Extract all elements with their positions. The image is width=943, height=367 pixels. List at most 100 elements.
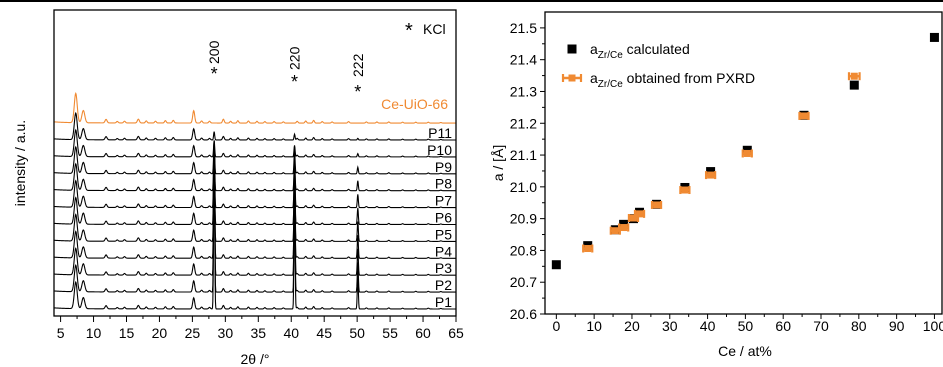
pxrd-point-marker: [636, 210, 644, 218]
lattice-x-tick-label: 40: [700, 318, 716, 334]
lattice-x-axis-title: Ce / at%: [718, 343, 772, 359]
kcl-star-200: *: [211, 64, 218, 84]
lattice-x-tick-label: 70: [813, 318, 829, 334]
calculated-point: [929, 32, 939, 42]
top-rule: [0, 0, 943, 2]
pxrd-point-marker: [629, 214, 637, 222]
pxrd-curve-p4: [53, 142, 456, 259]
pattern-label-p2: P2: [435, 277, 452, 293]
lattice-y-tick-label: 21.5: [510, 20, 537, 36]
legend-entry-calculated: aZr/Ce calculated: [567, 41, 690, 61]
pxrd-x-tick-label: 15: [119, 325, 135, 341]
legend-label-rest: calculated: [623, 41, 690, 57]
pxrd-point-marker: [681, 186, 689, 194]
pxrd-x-tick-label: 10: [86, 325, 102, 341]
pxrd-x-axis: 5 10 15 20 25 30 35 40 45 50 55 60 65: [57, 316, 464, 341]
pxrd-x-tick-label: 60: [415, 325, 431, 341]
pxrd-point-marker: [653, 201, 661, 209]
legend-entry-pxrd: aZr/Ce obtained from PXRD: [561, 70, 755, 90]
pxrd-point: [798, 111, 810, 120]
pxrd-point: [633, 209, 646, 218]
lattice-x-tick-label: 10: [586, 318, 602, 334]
lattice-x-tick-label: 50: [738, 318, 754, 334]
pxrd-panel: *200*220*222 P1P2P3P4P5P6P7P8P9P10P11Ce-…: [12, 9, 464, 367]
kcl-legend-label: KCl: [423, 21, 446, 37]
pxrd-curve-p2: [53, 143, 456, 293]
reflection-label-222: 222: [350, 53, 366, 77]
pxrd-x-tick-label: 20: [152, 325, 168, 341]
lattice-panel: 20.6 20.7 20.8 20.9 21.0 21.1 21.2 21.3 21.4 21.5…: [490, 11, 943, 359]
pxrd-point: [704, 171, 717, 180]
pxrd-curve-p3: [53, 143, 456, 276]
pxrd-plot-frame: [53, 9, 457, 317]
lattice-y-tick-label: 20.7: [510, 274, 537, 290]
lattice-x-axis: 0 10 20 30 40 50 60 70 80 90 100: [552, 314, 943, 334]
pxrd-point-marker: [620, 224, 628, 232]
pxrd-point-marker: [800, 112, 808, 120]
lattice-x-tick-label: 80: [851, 318, 867, 334]
pxrd-curve-p9: [53, 140, 456, 175]
lattice-y-tick-label: 21.4: [510, 52, 537, 68]
pxrd-point: [679, 186, 691, 195]
kcl-reflection-markers: *200*220*222: [206, 40, 366, 102]
kcl-star-220: *: [291, 72, 298, 92]
pxrd-curve-p1: [53, 143, 456, 310]
pxrd-x-tick-label: 55: [382, 325, 398, 341]
pxrd-point-marker: [850, 72, 858, 80]
pxrd-point: [627, 213, 640, 222]
pxrd-curve-p7: [53, 141, 456, 209]
pattern-label-p6: P6: [435, 210, 452, 226]
pxrd-x-tick-label: 30: [218, 325, 234, 341]
pattern-label-p5: P5: [435, 226, 452, 242]
kcl-legend-star: *: [405, 20, 413, 42]
pxrd-point-marker: [743, 149, 751, 157]
pxrd-x-tick-label: 45: [316, 325, 332, 341]
lattice-y-tick-label: 21.1: [510, 147, 537, 163]
lattice-y-tick-label: 21.0: [510, 179, 537, 195]
pattern-label-p10: P10: [427, 142, 452, 158]
calculated-point: [849, 80, 859, 90]
calculated-point: [551, 260, 561, 270]
legend-marker: [568, 74, 576, 82]
lattice-y-tick-label: 21.3: [510, 83, 537, 99]
pxrd-point: [650, 200, 663, 209]
legend-label-rest: obtained from PXRD: [623, 70, 755, 86]
lattice-y-axis-title: a / [Å]: [490, 145, 506, 182]
legend-label-subscript: Zr/Ce: [598, 50, 623, 61]
pxrd-y-axis-title: intensity / a.u.: [12, 120, 28, 206]
pxrd-x-tick-label: 40: [283, 325, 299, 341]
reflection-label-200: 200: [206, 40, 222, 64]
pxrd-curve-p10: [53, 128, 456, 158]
pattern-label-p11: P11: [428, 125, 452, 141]
pxrd-x-tick-label: 65: [448, 325, 464, 341]
lattice-y-tick-label: 20.8: [510, 242, 537, 258]
lattice-x-tick-label: 100: [923, 318, 943, 334]
reflection-label-220: 220: [287, 46, 303, 70]
pxrd-point-marker: [707, 171, 715, 179]
pxrd-point: [847, 72, 861, 81]
pxrd-curve-p5: [53, 142, 456, 242]
pxrd-point: [741, 149, 753, 158]
pxrd-point: [618, 223, 630, 232]
lattice-plot-frame: [544, 11, 943, 315]
pattern-label-p4: P4: [435, 243, 452, 259]
legend-label-main: a: [590, 41, 598, 57]
pattern-label-p8: P8: [435, 176, 452, 192]
lattice-y-axis: 20.6 20.7 20.8 20.9 21.0 21.1 21.2 21.3 21.4 21.5: [510, 20, 545, 322]
lattice-x-tick-label: 20: [624, 318, 640, 334]
pxrd-curves: [53, 92, 456, 310]
pxrd-point: [582, 244, 594, 253]
pattern-label-p3: P3: [435, 260, 452, 276]
lattice-x-tick-label: 0: [552, 318, 560, 334]
pxrd-curve-p6: [53, 141, 456, 226]
pxrd-x-axis-title: 2θ /°: [241, 351, 270, 367]
lattice-y-tick-label: 21.2: [510, 115, 537, 131]
pxrd-curve-p11: [53, 111, 456, 141]
kcl-star-222: *: [354, 82, 361, 102]
legend-marker-square: [567, 44, 577, 54]
lattice-x-tick-label: 60: [775, 318, 791, 334]
pattern-label-ce-uio-66: Ce-UiO-66: [381, 96, 448, 112]
lattice-x-tick-label: 90: [889, 318, 905, 334]
